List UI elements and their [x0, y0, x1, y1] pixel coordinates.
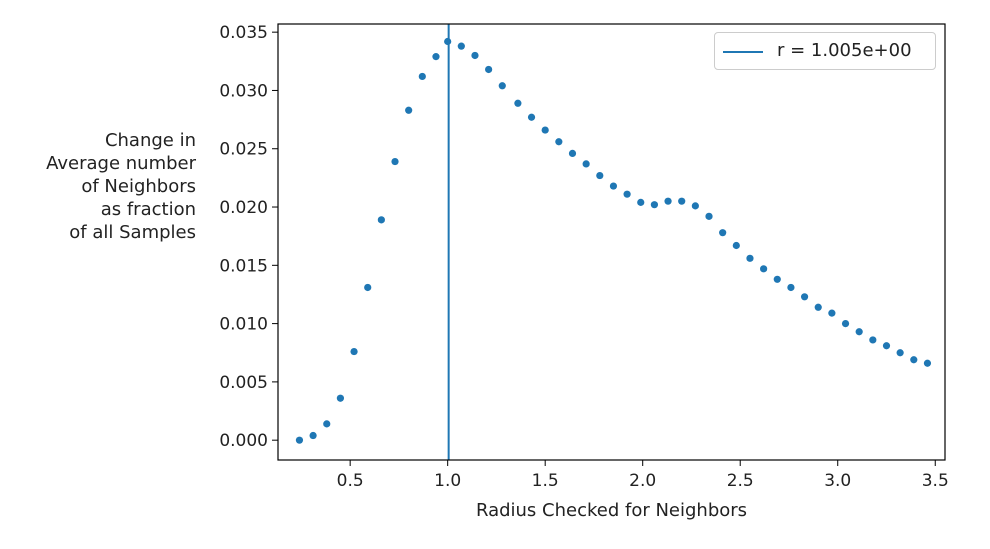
y-tick-label: 0.020	[219, 198, 268, 218]
data-point	[498, 82, 506, 90]
data-point	[555, 138, 563, 146]
x-tick-label: 0.5	[337, 471, 364, 491]
x-tick-label: 2.5	[727, 471, 754, 491]
data-point	[882, 342, 891, 350]
data-point	[377, 216, 385, 224]
data-point	[841, 320, 850, 328]
data-point	[295, 436, 304, 444]
y-tick-label: 0.000	[219, 431, 268, 451]
x-tick-label: 3.5	[922, 471, 949, 491]
data-point	[650, 201, 659, 209]
x-tick-label: 2.0	[629, 471, 656, 491]
data-point	[923, 359, 932, 367]
data-point	[896, 349, 904, 357]
y-axis-label-line-2: Average number	[46, 153, 196, 174]
data-point	[760, 265, 768, 273]
y-axis-label-line-4: as fraction	[100, 199, 196, 220]
data-point	[485, 65, 493, 74]
data-point	[814, 303, 822, 311]
data-point	[609, 182, 618, 190]
data-point	[432, 53, 440, 61]
data-point	[800, 293, 809, 301]
data-point	[596, 171, 604, 180]
data-point	[664, 197, 672, 205]
y-tick-label: 0.015	[219, 256, 268, 276]
data-point	[705, 212, 713, 220]
data-point	[582, 160, 590, 168]
y-tick-label: 0.010	[219, 315, 268, 335]
data-point	[457, 42, 465, 50]
y-axis-label-line-5: of all Samples	[69, 222, 196, 243]
data-point	[869, 336, 877, 344]
data-point	[350, 347, 358, 356]
x-axis-label: Radius Checked for Neighbors	[475, 500, 748, 521]
y-tick-label: 0.035	[219, 23, 268, 43]
data-point	[514, 99, 522, 107]
x-tick-label: 1.0	[434, 471, 461, 491]
data-point	[828, 309, 836, 317]
data-point	[471, 51, 479, 60]
points-layer	[295, 37, 932, 444]
y-tick-label: 0.005	[219, 373, 268, 393]
data-point	[746, 254, 754, 262]
y-axis-label-line-1: Change in	[104, 130, 196, 151]
x-tick-label: 3.0	[824, 471, 851, 491]
data-point	[309, 431, 317, 440]
data-point	[691, 202, 699, 210]
data-point	[787, 283, 795, 292]
data-point	[637, 198, 645, 206]
data-point	[855, 328, 863, 336]
data-point	[773, 275, 781, 283]
data-point	[678, 197, 686, 205]
legend: r = 1.005e+00	[714, 32, 936, 70]
data-point	[364, 283, 372, 292]
ticks-layer: 0.5 1.0 1.5 2.0 2.5 3.0 3.5 0.000 0.005 0.010 0.01…	[219, 23, 948, 491]
plot-frame	[277, 23, 946, 461]
legend-line-swatch	[723, 51, 763, 53]
data-point	[527, 113, 536, 121]
data-point	[391, 157, 399, 166]
y-tick-label: 0.025	[219, 140, 268, 160]
data-point	[336, 394, 345, 402]
data-point	[732, 241, 740, 250]
y-tick-label: 0.030	[219, 81, 268, 101]
y-axis-label-line-3: of Neighbors	[81, 176, 196, 197]
data-point	[623, 190, 631, 198]
data-point	[568, 149, 577, 158]
data-point	[541, 126, 549, 134]
x-tick-label: 1.5	[532, 471, 559, 491]
data-point	[418, 72, 426, 81]
legend-label: r = 1.005e+00	[777, 40, 912, 61]
data-point	[719, 229, 727, 237]
data-point	[910, 356, 918, 364]
data-point	[405, 106, 413, 114]
data-point	[323, 420, 331, 428]
